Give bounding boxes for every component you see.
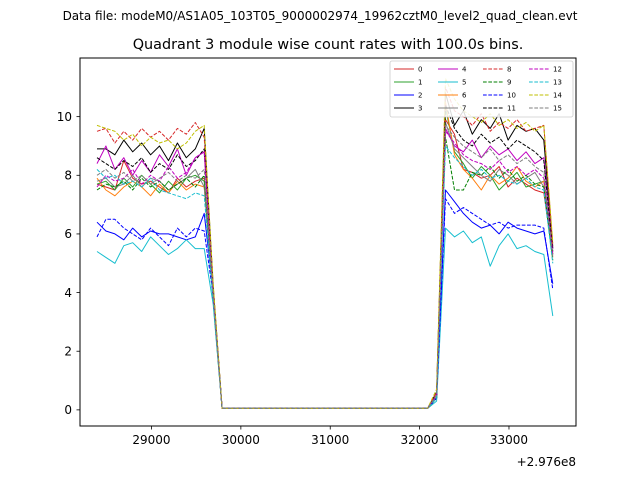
series-line-14 [96,78,554,409]
x-offset-label: +2.976e8 [517,455,576,469]
y-tick-label: 2 [64,345,72,359]
y-tick-label: 8 [64,169,72,183]
legend-label-3: 3 [418,105,422,113]
x-tick-label: 29000 [132,433,170,447]
legend-label-0: 0 [418,66,422,74]
legend-label-9: 9 [507,79,511,87]
legend-label-6: 6 [462,92,467,100]
legend-box [389,60,574,118]
series-layer [96,78,554,409]
y-tick-label: 6 [64,227,72,241]
y-tick-label: 0 [64,403,72,417]
legend-label-13: 13 [553,79,562,87]
series-line-11 [96,104,554,409]
series-line-10 [96,198,554,409]
legend-label-8: 8 [507,66,511,74]
plot-frame [79,57,577,427]
legend-label-14: 14 [553,92,562,100]
y-tick-label: 4 [64,286,72,300]
y-tick-label: 10 [57,110,72,124]
legend-label-2: 2 [418,92,422,100]
series-line-12 [96,130,554,409]
legend-label-10: 10 [507,92,516,100]
x-tick-label: 33000 [490,433,528,447]
legend-label-5: 5 [462,79,466,87]
legend-label-15: 15 [553,105,562,113]
series-line-4 [96,127,554,409]
legend-label-7: 7 [462,105,466,113]
x-tick-label: 31000 [311,433,349,447]
legend-label-11: 11 [507,105,516,113]
chart-title: Quadrant 3 module wise count rates with … [133,37,524,53]
series-line-5 [96,227,554,409]
legend-label-1: 1 [418,79,422,87]
chart-suptitle: Data file: modeM0/AS1A05_103T05_90000029… [63,9,578,23]
series-line-2 [96,189,554,409]
series-line-6 [96,101,554,409]
legend-label-4: 4 [462,66,467,74]
x-tick-label: 30000 [222,433,260,447]
axis-layer: 29000 30000 31000 32000 33000 0 2 4 6 8 10 [57,110,528,447]
series-line-15 [96,124,554,409]
x-tick-label: 32000 [401,433,439,447]
legend-label-12: 12 [553,66,562,74]
